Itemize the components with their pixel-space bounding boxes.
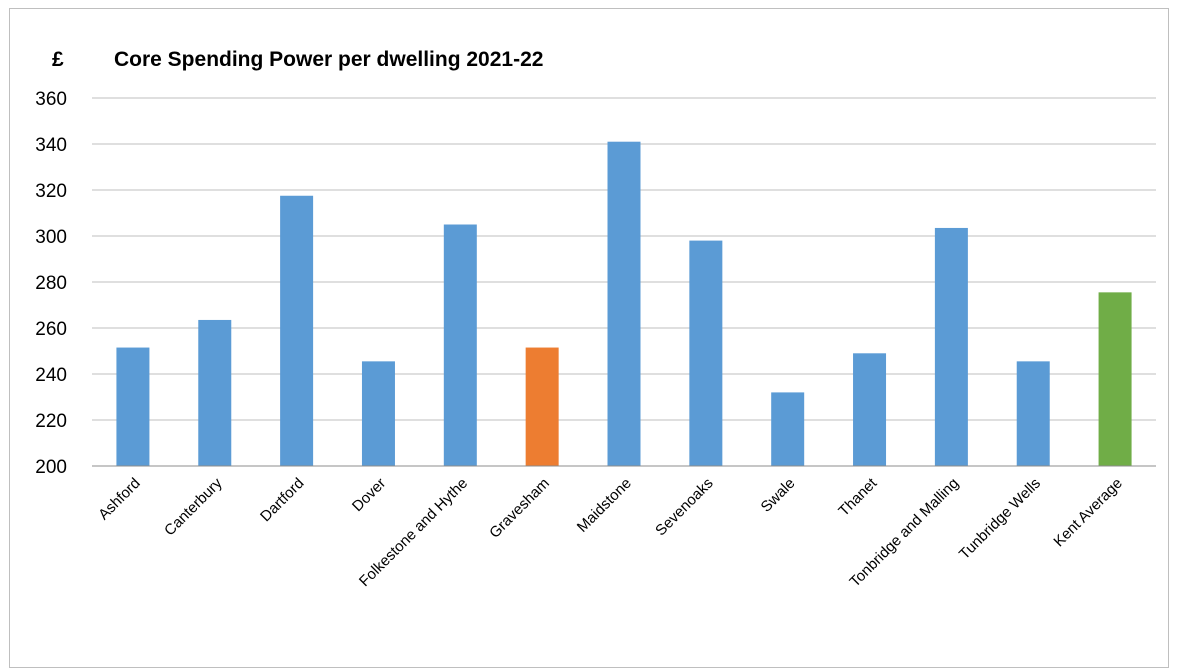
bar-tonbridge-and-malling <box>934 227 968 466</box>
bar-folkestone-and-hythe <box>443 224 477 466</box>
bar-chart: £ Core Spending Power per dwelling 2021-… <box>35 48 1156 591</box>
y-tick-label: 220 <box>35 411 67 432</box>
bar-tunbridge-wells <box>1016 361 1050 466</box>
x-tick-label: Canterbury <box>161 474 226 539</box>
bar-dover <box>361 361 395 466</box>
x-tick-label: Maidstone <box>574 475 635 536</box>
x-tick-label: Dartford <box>257 475 307 525</box>
y-axis-label: £ <box>52 48 64 71</box>
bar-swale <box>771 392 805 466</box>
y-axis-ticks: 200 220 240 260 280 300 320 340 360 <box>35 89 67 478</box>
bar-kent-average <box>1098 292 1132 466</box>
x-tick-label: Dover <box>349 475 389 515</box>
bar-dartford <box>280 195 314 466</box>
y-tick-label: 320 <box>35 181 67 202</box>
x-axis-ticks: Ashford Canterbury Dartford DoverFolkestone… <box>95 474 1126 590</box>
y-tick-label: 300 <box>35 227 67 248</box>
x-tick-label: Sevenoaks <box>652 475 717 540</box>
bar-canterbury <box>198 319 232 466</box>
chart-title: Core Spending Power per dwelling 2021-22 <box>114 48 543 71</box>
y-tick-label: 340 <box>35 135 67 156</box>
x-tick-label: Swale <box>758 475 799 516</box>
y-tick-label: 200 <box>35 457 67 478</box>
x-tick-label: Kent Average <box>1050 475 1126 551</box>
x-tick-label: Ashford <box>95 475 144 524</box>
chart-frame: £ Core Spending Power per dwelling 2021-… <box>9 8 1169 668</box>
x-tick-label: Gravesham <box>486 475 553 542</box>
y-tick-label: 360 <box>35 89 67 110</box>
bar-sevenoaks <box>689 240 723 466</box>
bar-maidstone <box>607 141 641 466</box>
y-tick-label: 240 <box>35 365 67 386</box>
bar-gravesham <box>525 347 559 466</box>
bar-thanet <box>853 353 887 466</box>
bars <box>116 141 1132 466</box>
y-tick-label: 260 <box>35 319 67 340</box>
bar-ashford <box>116 347 150 466</box>
y-tick-label: 280 <box>35 273 67 294</box>
x-tick-label: Tunbridge Wells <box>956 475 1044 563</box>
x-tick-label: Thanet <box>835 474 881 520</box>
